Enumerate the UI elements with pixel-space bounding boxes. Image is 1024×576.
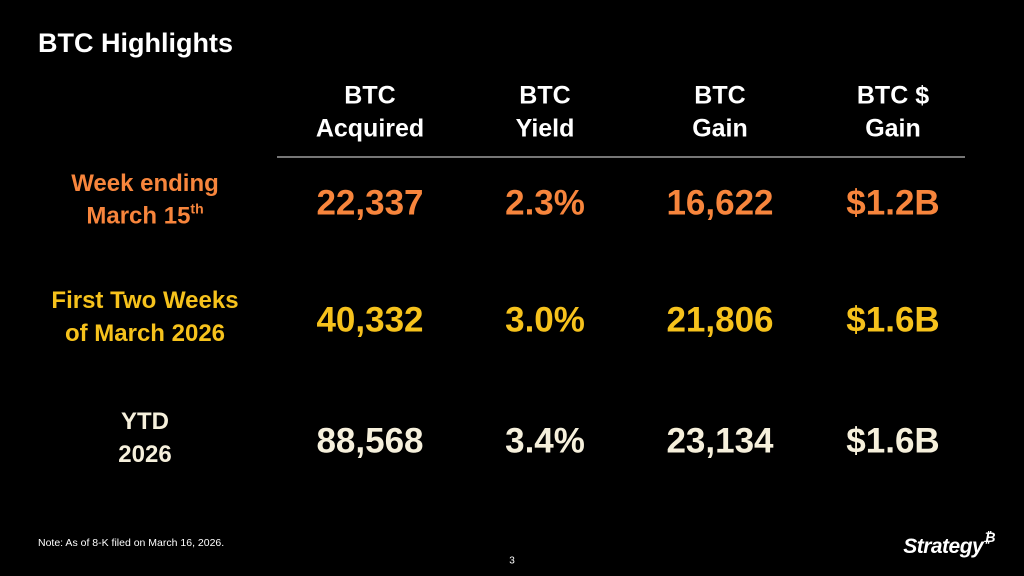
row-label: of March 2026 [65,320,225,347]
cell-value: 40,332 [316,300,423,339]
column-header: Yield [516,115,575,143]
logo-mark: ₿ [983,529,995,545]
row-label-line: March 15 [86,203,190,230]
column-header: BTC [694,82,745,110]
row-label: Week ending [71,170,219,197]
cell-value: 2.3% [505,183,585,222]
row-label: March 15th [86,200,203,230]
page-number: 3 [509,556,515,567]
slide-title: BTC Highlights [38,28,233,58]
row-label: First Two Weeks [51,287,238,314]
row-label-superscript: th [190,200,203,216]
row-label: YTD [121,408,169,435]
cell-value: 16,622 [666,183,773,222]
cell-value: 22,337 [316,183,423,222]
row-label: 2026 [118,441,171,468]
cell-value: 88,568 [316,421,423,460]
cell-value: 3.0% [505,300,585,339]
column-header: Gain [865,115,921,143]
column-header: Gain [692,115,748,143]
cell-value: 3.4% [505,421,585,460]
column-header: BTC [344,82,395,110]
cell-value: $1.6B [846,300,939,339]
footnote: Note: As of 8-K filed on March 16, 2026. [38,537,224,549]
cell-value: 23,134 [666,421,774,460]
cell-value: 21,806 [666,300,773,339]
logo: Strategy₿ [903,529,995,558]
column-header: BTC [519,82,570,110]
logo-text: Strategy [903,535,985,558]
column-header: BTC $ [857,82,929,110]
column-header: Acquired [316,115,424,143]
cell-value: $1.2B [846,183,939,222]
cell-value: $1.6B [846,421,939,460]
